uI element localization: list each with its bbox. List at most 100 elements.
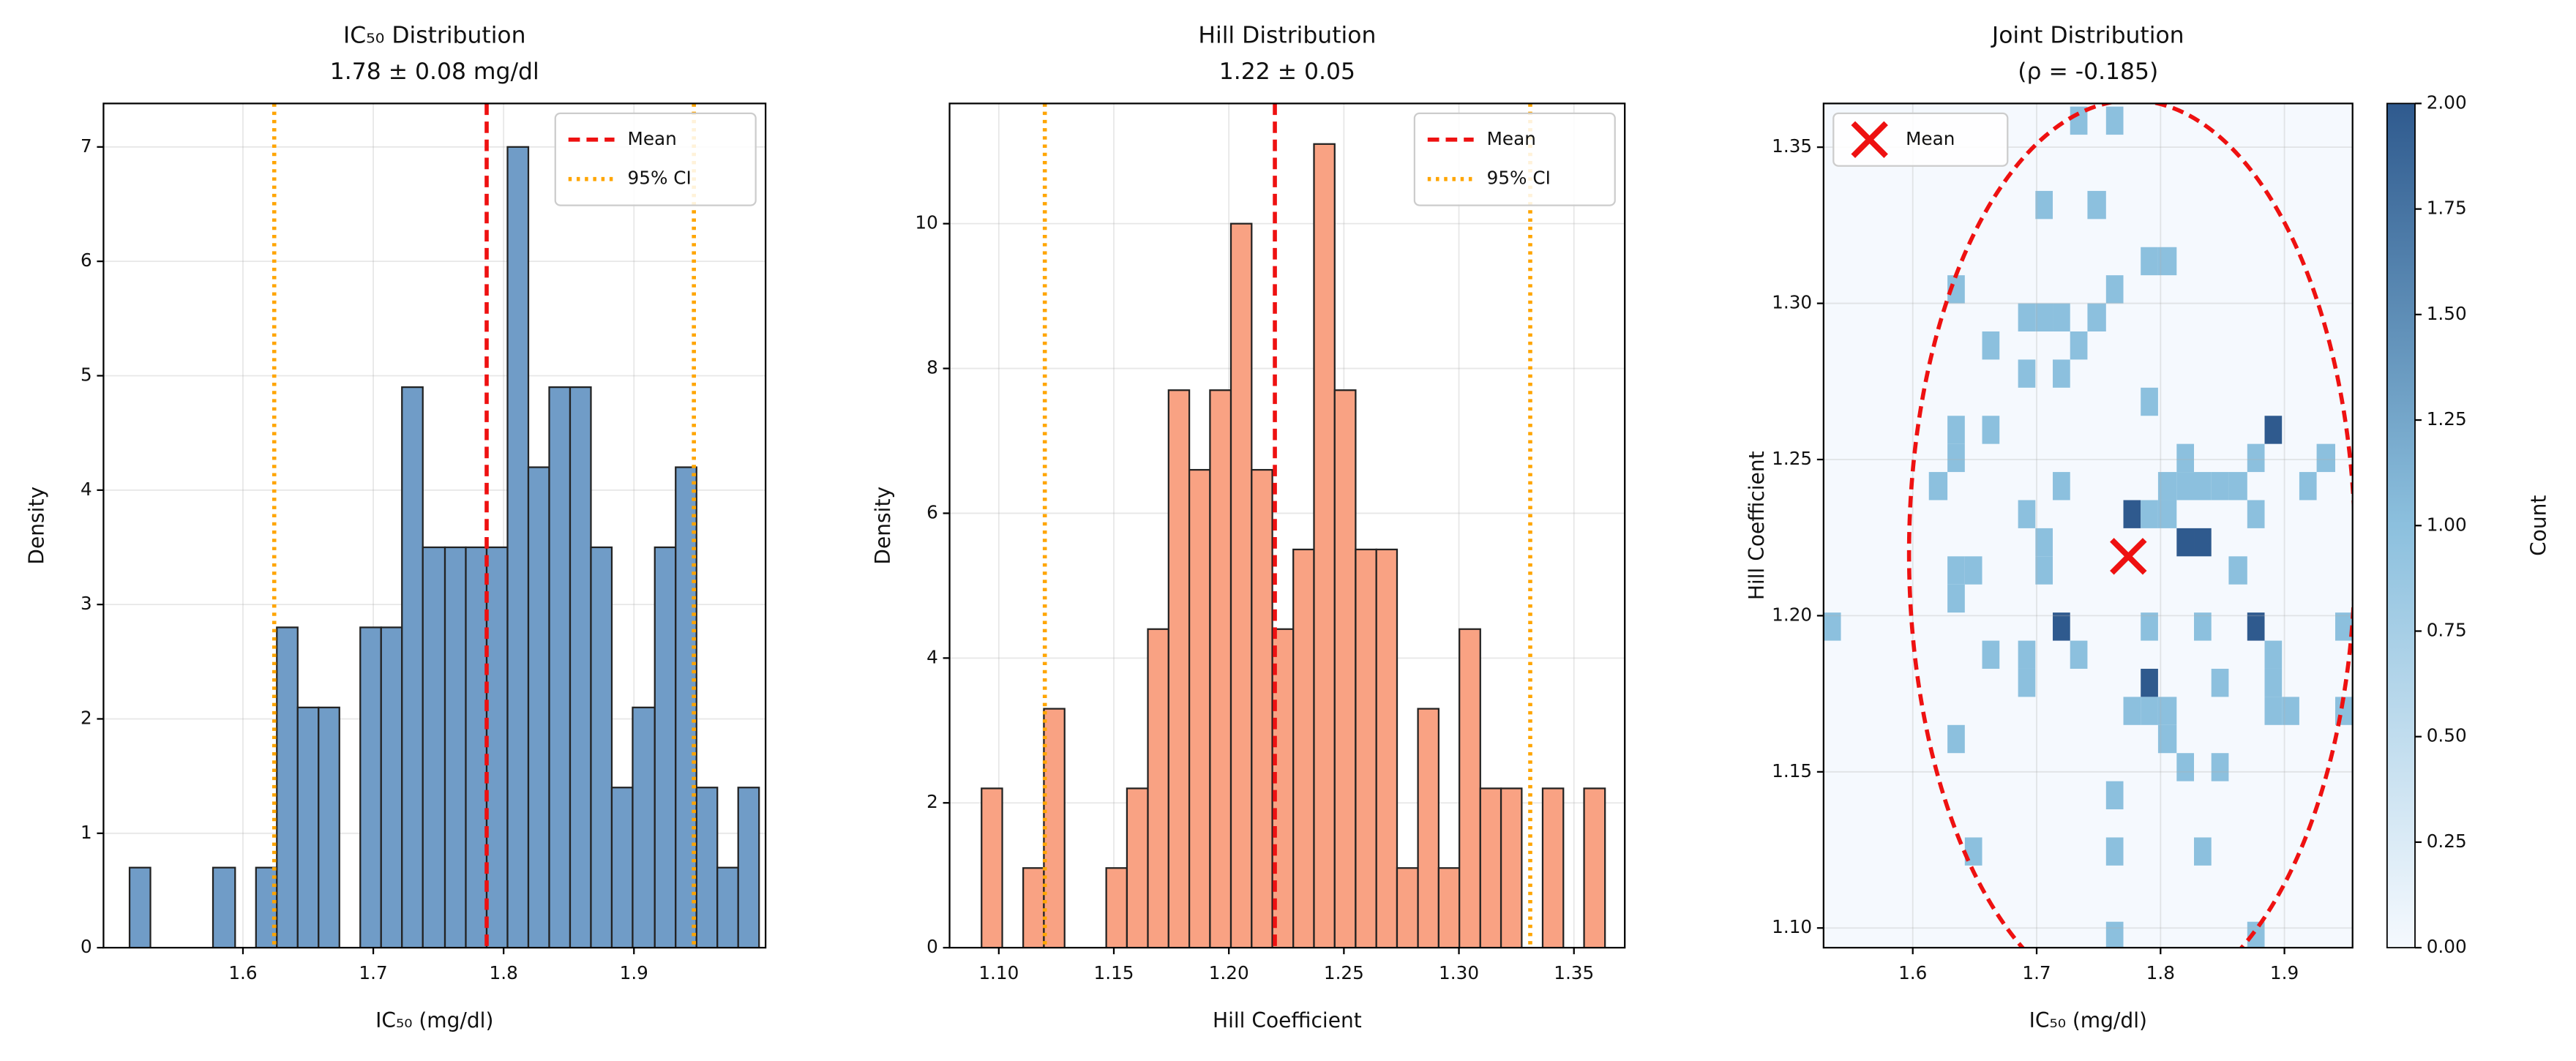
heatmap-cell [1947, 556, 1965, 585]
heatmap-cell [2194, 612, 2212, 641]
heatmap-cell [2141, 500, 2158, 528]
x-axis-label: IC₅₀ (mg/dl) [2029, 1008, 2147, 1032]
x-tick-label: 1.25 [1324, 962, 1364, 983]
colorbar-tick-label: 0.75 [2427, 619, 2467, 640]
heatmap-cell [2334, 612, 2353, 641]
x-tick-label: 1.9 [620, 962, 648, 983]
colorbar-tick-label: 1.75 [2427, 198, 2467, 219]
heatmap-cell [2105, 781, 2124, 810]
x-tick-label: 1.15 [1094, 962, 1134, 983]
bar [211, 866, 236, 948]
heatmap-cell [2176, 472, 2195, 500]
y-tick-label: 6 [926, 501, 938, 522]
heatmap-cell [2157, 724, 2177, 754]
bar [1209, 389, 1232, 948]
y-tick-label: 8 [926, 357, 938, 378]
bar [1022, 867, 1045, 948]
colorbar-label: Count [2527, 495, 2551, 556]
plot-area [949, 103, 1625, 948]
colorbar [2386, 102, 2416, 949]
bar [1396, 867, 1419, 948]
y-axis-label: Density [871, 487, 895, 565]
heatmap-cell [2070, 106, 2088, 135]
heatmap-cell [1823, 612, 1841, 641]
heatmap-cell [2194, 528, 2212, 557]
chart-subtitle: 1.78 ± 0.08 mg/dl [330, 59, 539, 85]
y-tick-label: 10 [915, 212, 937, 233]
bar [359, 626, 382, 948]
bar [318, 706, 340, 948]
x-tick-label: 1.20 [1209, 962, 1249, 983]
x-tick-label: 1.8 [2146, 962, 2175, 983]
heatmap-cell [1928, 472, 1948, 500]
heatmap-cell [2247, 612, 2265, 641]
y-tick-label: 1 [80, 822, 92, 843]
heatmap-cell [2264, 697, 2283, 725]
y-tick-label: 4 [926, 646, 938, 667]
heatmap-cell [2247, 500, 2265, 528]
plot-area [103, 103, 766, 948]
axes-frame [948, 102, 1626, 949]
heatmap-cell [2194, 837, 2212, 866]
heatmap-cell [2035, 190, 2053, 220]
heatmap-cell [1947, 275, 1965, 304]
bar [1229, 222, 1253, 948]
bar [1355, 548, 1377, 948]
x-tick-label: 1.7 [2022, 962, 2051, 983]
bar [401, 386, 424, 948]
bar [716, 866, 739, 948]
chart-title: Hill Distribution [1198, 22, 1376, 48]
bar [1417, 708, 1440, 948]
bar [1541, 787, 1565, 948]
x-tick-label: 1.30 [1439, 962, 1479, 983]
heatmap-cell [2105, 275, 2124, 304]
heatmap-cell [2105, 837, 2124, 866]
heatmap-cell [2105, 106, 2124, 135]
heatmap-cell [2053, 612, 2070, 641]
bar [1167, 389, 1191, 948]
plot-area [1823, 103, 2353, 948]
bar [981, 787, 1003, 948]
bar [1105, 867, 1128, 948]
bar [422, 546, 446, 948]
x-tick-label: 1.7 [359, 962, 387, 983]
heatmap-cell [2070, 640, 2088, 669]
heatmap-cell [2035, 528, 2053, 557]
heatmap-cell [2053, 303, 2070, 331]
bar [1292, 548, 1315, 948]
axes-frame [102, 102, 767, 949]
heatmap-cell [2018, 668, 2036, 697]
heatmap-cell [2087, 190, 2106, 220]
y-tick-label: 1.30 [1772, 292, 1812, 313]
heatmap-cell [2087, 303, 2106, 331]
bar [485, 546, 509, 948]
heatmap-cell [2228, 472, 2247, 500]
x-axis-label: Hill Coefficient [1213, 1008, 1362, 1032]
bar [1479, 787, 1502, 948]
bar [632, 706, 656, 948]
y-tick-label: 4 [80, 479, 92, 500]
legend-label: 95% CI [1487, 168, 1551, 189]
heatmap-cell [2141, 247, 2158, 276]
heatmap-cell [2211, 472, 2229, 500]
bar [1459, 628, 1481, 948]
x-tick-label: 1.6 [228, 962, 257, 983]
bar [443, 546, 467, 948]
heatmap-cell [2070, 331, 2088, 360]
x-tick-label: 1.10 [978, 962, 1019, 983]
y-tick-label: 2 [80, 707, 92, 728]
colorbar-tick-label: 1.50 [2427, 303, 2467, 324]
heatmap-cell [2282, 697, 2299, 725]
heatmap-cell [2053, 359, 2070, 388]
chart-title: Joint Distribution [1991, 22, 2184, 48]
heatmap-cell [2211, 753, 2229, 781]
legend-label: Mean [1487, 128, 1536, 149]
bar [380, 626, 403, 948]
y-tick-label: 1.35 [1772, 135, 1812, 157]
bar [737, 787, 760, 948]
y-tick-label: 7 [80, 135, 92, 157]
bar [276, 626, 299, 948]
heatmap-cell [1964, 556, 1982, 585]
heatmap-cell [2018, 303, 2036, 331]
